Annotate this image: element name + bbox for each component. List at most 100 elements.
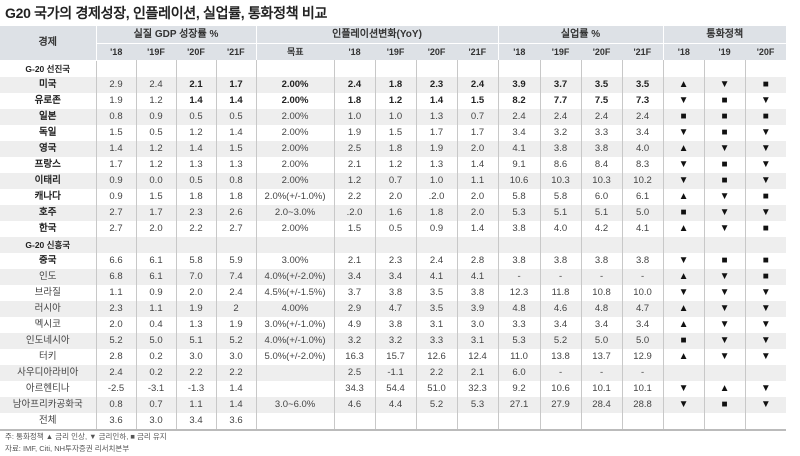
inflation-value: 54.4 (374, 380, 417, 397)
gdp-value: 1.3 (175, 156, 216, 173)
table-row: 브라질 1.1 0.9 2.0 2.4 4.5%(+/-1.5%) 3.7 3.8 3.5 3.8… (0, 284, 787, 301)
unemployment-value: 2.4 (580, 108, 623, 125)
rate-hold-icon: ■ (703, 396, 746, 413)
inflation-target: 4.5%(+/-1.5%) (255, 284, 335, 301)
unemployment-value (497, 412, 541, 431)
inflation-target: 3.0~6.0% (255, 396, 335, 413)
gdp-value: 0.0 (135, 172, 176, 189)
table-row: 아르헨티나 -2.5 -3.1 -1.3 1.4 34.3 54.4 51.0 32.3 9.2 1… (0, 380, 787, 397)
group-label: G-20 신흥국 (25, 239, 71, 250)
policy-year-header: '20F (745, 43, 787, 60)
inflation-target: 4.0%(+/-1.0%) (255, 332, 335, 349)
inflation-value: 2.1 (333, 156, 376, 173)
country-name: 인도 (39, 270, 57, 282)
rate-hold-icon: ■ (662, 332, 705, 349)
inflation-value: 1.8 (415, 204, 458, 221)
unemployment-value: 4.0 (621, 140, 664, 157)
inflation-value: 1.5 (456, 92, 499, 109)
gdp-value: 1.8 (175, 188, 216, 205)
empty-cell (175, 60, 216, 77)
inflation-value: 0.7 (374, 172, 417, 189)
gdp-value: 1.2 (135, 92, 176, 109)
inflation-target: 4.00% (255, 300, 335, 317)
rate-hold-icon: ■ (744, 252, 787, 269)
inflation-value: 3.2 (374, 332, 417, 349)
empty-cell (95, 236, 136, 253)
inflation-value: 0.7 (456, 108, 499, 125)
unemployment-value (580, 412, 623, 431)
gdp-value: 1.3 (175, 316, 216, 333)
inflation-value: 5.3 (456, 396, 499, 413)
empty-cell (135, 60, 176, 77)
inflation-value: 2.2 (333, 188, 376, 205)
header-inflation: 인플레이션변화(YoY) (255, 26, 499, 44)
inflation-year-header: '18 (334, 43, 376, 60)
rate-hike-icon: ▲ (662, 268, 705, 285)
inflation-value: 2.9 (333, 300, 376, 317)
inflation-value: .2.0 (415, 188, 458, 205)
rate-hold-icon: ■ (744, 108, 787, 125)
empty-cell (744, 364, 787, 381)
unemployment-value: 5.0 (621, 332, 664, 349)
page-title: G20 국가의 경제성장, 인플레이션, 실업률, 통화정책 비교 (5, 5, 328, 21)
inflation-target-header: 목표 (255, 43, 335, 60)
gdp-value: 1.3 (215, 156, 257, 173)
inflation-value (374, 412, 417, 431)
gdp-value: 0.2 (135, 348, 176, 365)
rate-cut-icon: ▼ (744, 172, 787, 189)
inflation-value: -1.1 (374, 364, 417, 381)
rate-cut-icon: ▼ (703, 188, 746, 205)
inflation-value: 0.5 (374, 220, 417, 237)
unemployment-value: 4.8 (497, 300, 541, 317)
unemployment-value: 7.3 (621, 92, 664, 109)
country-name: 이태리 (34, 174, 61, 186)
inflation-value: 12.6 (415, 348, 458, 365)
unemployment-value: 3.4 (539, 316, 582, 333)
unemployment-value: 9.2 (497, 380, 541, 397)
table-row: 멕시코 2.0 0.4 1.3 1.9 3.0%(+/-1.0%) 4.9 3.8 3.1 3.0… (0, 316, 787, 333)
header-gdp: 실질 GDP 성장률 % (95, 26, 257, 44)
inflation-value: 1.7 (415, 124, 458, 141)
inflation-value: 3.8 (374, 316, 417, 333)
empty-cell (135, 236, 176, 253)
unemployment-value: 8.3 (621, 156, 664, 173)
inflation-target: 2.00% (255, 220, 335, 237)
empty-cell (215, 236, 257, 253)
rate-hold-icon: ■ (744, 220, 787, 237)
unemployment-value: 3.2 (539, 124, 582, 141)
empty-cell (539, 236, 582, 253)
gdp-value: 5.1 (175, 332, 216, 349)
unemployment-value: 5.1 (580, 204, 623, 221)
unemployment-year-header: '20F (581, 43, 623, 60)
table-row: 한국 2.7 2.0 2.2 2.7 2.00% 1.5 0.5 0.9 1.4 3.8 4.0 4.2… (0, 220, 787, 237)
rate-cut-icon: ▼ (744, 332, 787, 349)
rate-cut-icon: ▼ (662, 124, 705, 141)
table-row: 인도 6.8 6.1 7.0 7.4 4.0%(+/-2.0%) 3.4 3.4 4.1 4.1-… (0, 268, 787, 285)
gdp-value: 2 (215, 300, 257, 317)
inflation-value: .2.0 (333, 204, 376, 221)
unemployment-value: 4.8 (580, 300, 623, 317)
rate-cut-icon: ▼ (744, 396, 787, 413)
gdp-value: 1.2 (135, 156, 176, 173)
rate-hike-icon: ▲ (703, 380, 746, 397)
unemployment-value: 5.3 (497, 204, 541, 221)
gdp-value: 6.1 (135, 268, 176, 285)
rate-hold-icon: ■ (662, 204, 705, 221)
unemployment-value: 3.4 (621, 124, 664, 141)
gdp-year-header: '20F (176, 43, 216, 60)
inflation-value: 2.2 (415, 364, 458, 381)
unemployment-value: 10.3 (539, 172, 582, 189)
rate-cut-icon: ▼ (744, 300, 787, 317)
unemployment-value: 28.4 (580, 396, 623, 413)
group-label: G-20 선진국 (25, 63, 71, 74)
rate-hike-icon: ▲ (662, 300, 705, 317)
policy-year-header: '19 (704, 43, 746, 60)
empty-cell (703, 60, 746, 77)
rate-cut-icon: ▼ (744, 140, 787, 157)
inflation-target: 2.00% (255, 140, 335, 157)
rate-cut-icon: ▼ (703, 348, 746, 365)
rate-hold-icon: ■ (703, 156, 746, 173)
rate-hold-icon: ■ (703, 252, 746, 269)
unemployment-year-header: '18 (497, 43, 541, 60)
unemployment-value: 4.6 (539, 300, 582, 317)
